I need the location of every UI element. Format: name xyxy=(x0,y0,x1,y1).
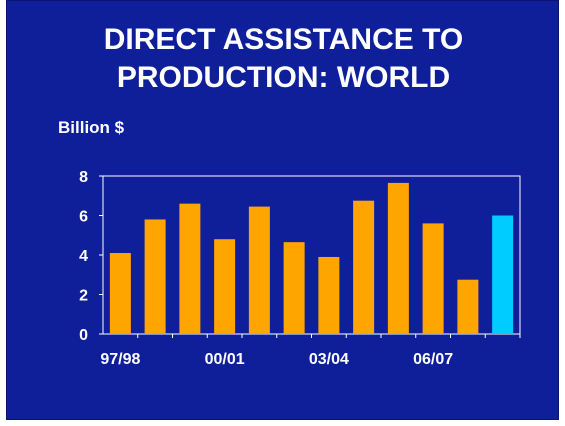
slide: DIRECT ASSISTANCE TO PRODUCTION: WORLD B… xyxy=(6,0,559,420)
x-tick-label: 97/98 xyxy=(100,351,140,368)
x-tick-label: 03/04 xyxy=(309,351,349,368)
y-tick-label: 8 xyxy=(79,169,88,186)
plot-area: 0 2 4 6 8 97/98 00/01 03/04 06/07 xyxy=(79,169,521,368)
bar-06-07 xyxy=(422,223,444,334)
title-line-1: DIRECT ASSISTANCE TO xyxy=(103,23,464,56)
bar-08-09 xyxy=(492,215,514,334)
y-axis-unit-label: Billion $ xyxy=(58,118,125,137)
bar-03-04 xyxy=(318,256,340,334)
x-tick-label: 06/07 xyxy=(413,351,453,368)
y-tick-label: 6 xyxy=(79,209,88,226)
y-tick-label: 4 xyxy=(79,248,88,265)
bar-05-06 xyxy=(387,182,409,334)
bar-99-00 xyxy=(179,203,201,334)
x-tick-label: 00/01 xyxy=(205,351,245,368)
bar-97-98 xyxy=(109,253,131,334)
title-line-2: PRODUCTION: WORLD xyxy=(116,61,451,94)
slide-title: DIRECT ASSISTANCE TO PRODUCTION: WORLD xyxy=(7,21,560,97)
bar-04-05 xyxy=(353,200,375,334)
bar-01-02 xyxy=(248,206,270,334)
y-tick-label: 2 xyxy=(79,288,88,305)
bar-00-01 xyxy=(214,239,236,334)
bar-98-99 xyxy=(144,219,166,334)
bar-07-08 xyxy=(457,279,479,334)
y-tick-label: 0 xyxy=(79,327,88,344)
bar-02-03 xyxy=(283,242,305,334)
